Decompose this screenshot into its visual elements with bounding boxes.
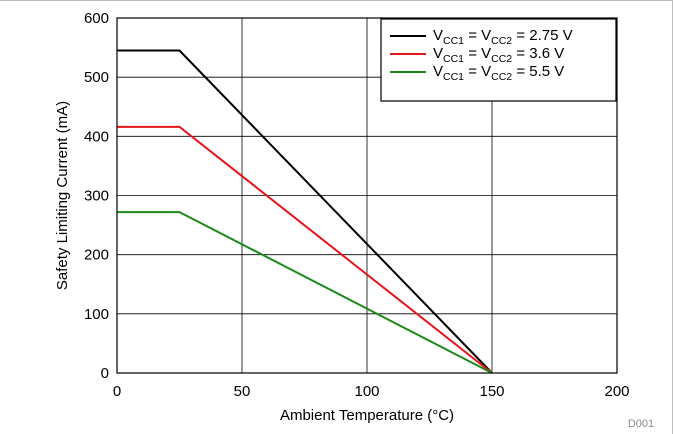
legend-text-part: = 3.6 V [512, 45, 564, 62]
x-tick-label: 0 [113, 383, 121, 400]
legend-label: VCC1 = VCC2 = 5.5 V [433, 63, 564, 83]
legend-subscript: CC1 [443, 53, 464, 65]
legend-subscript: CC1 [443, 71, 464, 83]
y-tick-label: 300 [84, 188, 109, 205]
legend-label: VCC1 = VCC2 = 2.75 V [433, 27, 573, 47]
x-tick-label: 50 [234, 383, 251, 400]
figure-id-label: D001 [628, 418, 654, 430]
y-tick-label: 600 [84, 10, 109, 27]
y-tick-labels: 0 100 200 300 400 500 600 [84, 10, 109, 382]
legend-subscript: CC2 [491, 35, 512, 47]
legend-text-part: = 2.75 V [512, 27, 572, 44]
y-tick-label: 400 [84, 128, 109, 145]
legend-text-part: V [433, 27, 443, 44]
legend-label: VCC1 = VCC2 = 3.6 V [433, 45, 564, 65]
x-axis-title: Ambient Temperature (°C) [280, 407, 454, 424]
x-tick-label: 200 [604, 383, 629, 400]
plot-border [116, 17, 618, 374]
series-group [117, 49, 493, 374]
legend-subscript: CC2 [491, 53, 512, 65]
y-tick-label: 500 [84, 69, 109, 86]
y-tick-label: 200 [84, 247, 109, 264]
legend-subscript: CC2 [491, 71, 512, 83]
y-axis-title: Safety Limiting Current (mA) [54, 101, 71, 290]
legend-text-part: = 5.5 V [512, 63, 564, 80]
x-tick-label: 150 [479, 383, 504, 400]
series-line [117, 211, 493, 374]
y-tick-label: 100 [84, 306, 109, 323]
y-tick-label: 0 [101, 365, 109, 382]
x-tick-label: 100 [354, 383, 379, 400]
series-line [117, 125, 493, 374]
x-tick-labels: 0 50 100 150 200 [113, 383, 630, 400]
legend-text-part: V [433, 45, 443, 62]
legend-text-part: V [433, 63, 443, 80]
series-line [117, 49, 493, 374]
legend-text-part: = V [464, 45, 491, 62]
legend-subscript: CC1 [443, 35, 464, 47]
legend-text-part: = V [464, 27, 491, 44]
legend-text-part: = V [464, 63, 491, 80]
legend-box [380, 18, 617, 102]
